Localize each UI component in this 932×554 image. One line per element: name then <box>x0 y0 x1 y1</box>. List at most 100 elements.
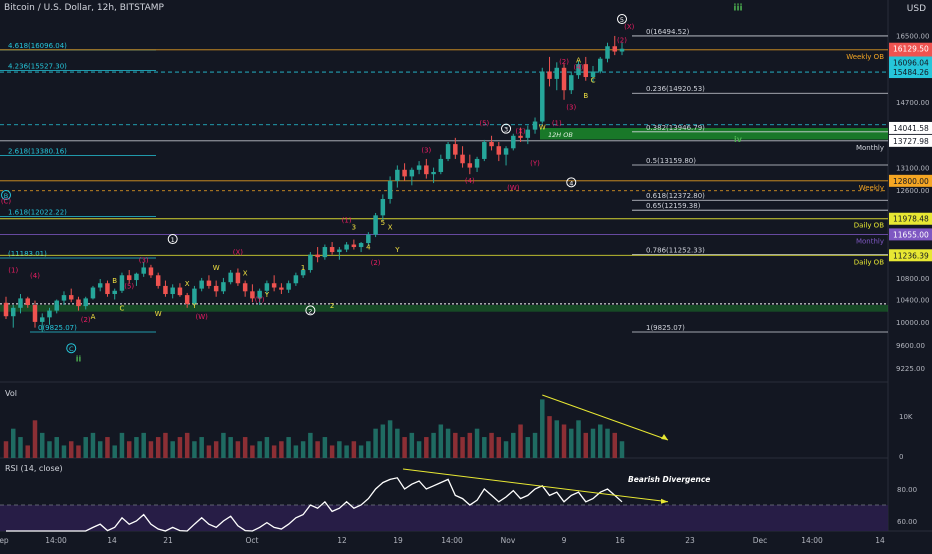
fib-ext-label: (11183.01) <box>8 250 47 258</box>
volume-bar <box>228 437 233 458</box>
candle-body <box>337 249 342 253</box>
price-axis-tick: 10000.00 <box>896 319 929 327</box>
volume-trendline <box>542 394 669 441</box>
volume-bar <box>18 437 23 458</box>
candle-body <box>344 244 349 250</box>
price-tag <box>889 212 932 225</box>
volume-bar <box>177 437 183 458</box>
candle-body <box>39 317 45 322</box>
wave-label-green: ii <box>76 355 82 364</box>
candle-body <box>532 121 538 130</box>
wave-label-pink: (X) <box>515 128 526 136</box>
volume-bar <box>612 432 617 458</box>
volume-axis-tick: 10K <box>899 413 913 421</box>
wave-label-yellow: Y <box>394 246 400 254</box>
volume-bar <box>590 428 596 458</box>
rsi-divergence-line <box>402 468 669 503</box>
time-axis-tick: 14 <box>107 536 117 545</box>
wave-label-white: 2 <box>308 307 312 315</box>
volume-bar <box>344 445 349 458</box>
volume-bar <box>112 445 117 458</box>
price-axis-tick: 12600.00 <box>896 187 929 195</box>
candle-body <box>569 75 574 91</box>
volume-bar <box>540 399 545 458</box>
volume-bar <box>293 445 299 458</box>
price-tag <box>889 174 932 187</box>
volume-bar <box>503 441 509 458</box>
wave-label-pink: (1) <box>342 217 352 225</box>
candle-body <box>366 234 371 244</box>
candle-body <box>482 142 487 159</box>
candle-body <box>279 287 284 290</box>
volume-bar <box>424 437 429 458</box>
wave-label-yellow: C <box>591 77 596 85</box>
candle-body <box>90 287 96 299</box>
candle-body <box>32 305 38 322</box>
candle-body <box>228 272 233 283</box>
price-axis-tick: 13100.00 <box>896 165 929 173</box>
time-axis-tick: 16 <box>615 536 625 545</box>
candle-body <box>112 290 117 295</box>
volume-bar <box>569 428 574 458</box>
volume-bar <box>271 445 277 458</box>
candle-body <box>554 67 560 79</box>
wave-label-yellow: W <box>539 124 546 132</box>
rsi-line <box>6 477 623 532</box>
fib-level-label: 0(16494.52) <box>646 28 690 36</box>
time-axis-tick: ep <box>0 536 9 545</box>
candle-body <box>308 254 313 271</box>
zone-label: Daily OB <box>854 258 884 266</box>
candle-body <box>395 169 400 181</box>
candle-body <box>518 135 523 138</box>
volume-bar <box>119 432 125 458</box>
fib-ext-label: 2.618(13380.16) <box>8 148 67 156</box>
candle-body <box>25 298 30 306</box>
wave-label-yellow: B <box>583 92 588 100</box>
price-tag-label: 14041.58 <box>893 124 929 133</box>
wave-label-cyan-circle <box>66 343 77 354</box>
price-axis-tick: 9225.00 <box>896 365 925 373</box>
candle-body <box>257 290 262 299</box>
wave-label-white-circle <box>305 305 316 316</box>
wave-label-white-circle <box>617 14 627 25</box>
candle-body <box>3 302 9 317</box>
candle-body <box>561 67 567 91</box>
time-axis-tick: 12 <box>337 536 347 545</box>
zone-label: Weekly <box>859 184 884 192</box>
volume-bar <box>605 428 610 458</box>
volume-bar <box>366 441 371 458</box>
wave-label-pink: (W) <box>507 184 520 192</box>
volume-bar <box>619 441 625 458</box>
candle-body <box>54 300 59 311</box>
time-axis-tick: 19 <box>393 536 403 545</box>
volume-bar <box>32 420 38 458</box>
zone-label: Monthly <box>856 144 884 152</box>
fib-level-label: 0.65(12159.38) <box>646 202 701 210</box>
candle-body <box>47 310 52 318</box>
candle-body <box>264 283 270 291</box>
candle-body <box>373 215 378 235</box>
time-axis-tick: 14:00 <box>441 536 463 545</box>
wave-label-pink: (W) <box>195 313 208 321</box>
volume-bar <box>598 424 603 458</box>
volume-bar <box>126 441 132 458</box>
price-axis-tick: 9600.00 <box>896 342 925 350</box>
zone-label-12h-ob: 12H OB <box>548 131 573 139</box>
volume-bar <box>105 437 110 458</box>
wave-label-pink: (X) <box>233 249 244 257</box>
price-tag <box>889 42 932 55</box>
time-axis-tick: 14 <box>875 536 885 545</box>
fib-ext-label: 4.618(16096.04) <box>8 42 67 50</box>
zone-demand <box>0 305 888 312</box>
candle-body <box>431 171 436 175</box>
volume-bar <box>460 437 465 458</box>
volume-title: Vol <box>5 389 17 398</box>
time-axis-tick: 14:00 <box>45 536 67 545</box>
volume-bar <box>467 432 473 458</box>
candle-body <box>387 180 393 199</box>
time-axis-tick: Nov <box>501 536 516 545</box>
price-tag-label: 16096.04 <box>893 59 929 68</box>
candle-body <box>148 267 154 276</box>
rsi-divergence-label: Bearish Divergence <box>628 475 710 484</box>
